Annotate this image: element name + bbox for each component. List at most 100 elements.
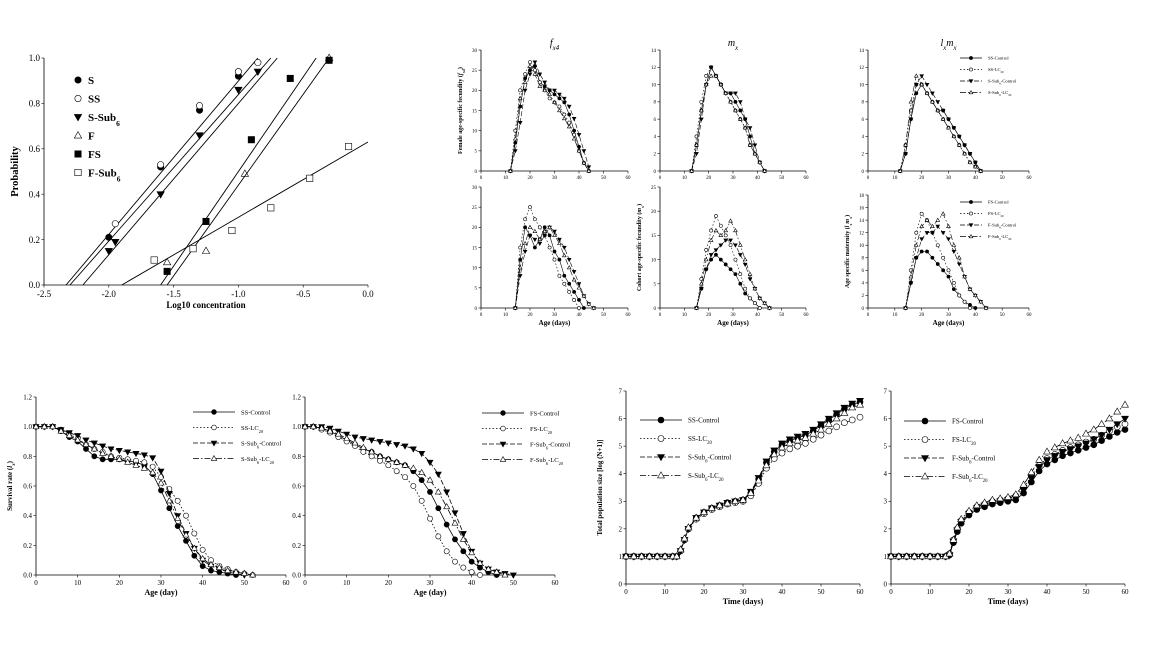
y-tick-label: 10 [651,83,657,88]
data-point [309,422,317,430]
legend-marker [921,455,929,463]
data-point [351,439,359,446]
data-point [767,305,772,310]
data-point [680,534,689,542]
data-point [571,270,577,275]
data-point [581,149,587,154]
legend: FS-Control FS-LC20 F-Sub6-Control F-Sub6-LC… [904,417,995,483]
data-point [165,497,173,504]
data-point [817,431,825,439]
legend-item-ss-control: SS-Control [193,409,270,416]
data-point [542,228,548,233]
legend-label: F [88,130,95,142]
data-point [557,273,562,278]
data-point [157,468,165,475]
x-tick-label: 0 [624,588,628,596]
x-tick-label: 40 [755,313,761,318]
data-point [249,571,257,578]
y-tick-label: 0.0 [29,280,41,290]
data-point [90,445,98,452]
series-s-sub6-control [689,65,767,174]
legend-label: FS-Control [530,410,559,417]
data-point [111,239,120,247]
series-ss-control [898,82,983,173]
data-point [738,108,743,113]
y-tick-label: 6 [862,118,865,123]
x-tick-label: 20 [919,176,925,181]
data-point [552,249,557,254]
legend: FS-Control FS-LC20 F-Sub6-Control F-Sub6-LC… [960,200,1017,241]
data-point [523,217,528,222]
y-tick-label: 1.0 [23,423,32,431]
data-point [150,256,158,264]
legend-item-ss: SS [74,93,100,105]
data-point [728,91,733,96]
data-point [267,204,275,212]
legend-item-s-sub: S-Sub6 [73,112,120,127]
series-ss [69,57,272,285]
data-point [742,125,748,130]
data-point [343,434,351,441]
x-tick-label: 0.0 [362,289,374,299]
chart-title: mx [728,38,738,52]
data-point [848,416,856,424]
x-tick-label: 50 [601,313,607,318]
legend-label: S [88,75,94,87]
x-tick-label: 30 [552,176,558,181]
y-tick-label: 25 [472,69,478,74]
x-tick-label: 20 [385,579,393,587]
y-tick-label: 16 [859,206,865,211]
chart-pop-s: 0 10 20 30 40 50 60 0 1 2 3 4 5 6 7 Time (days) Total po… [596,387,864,606]
legend-item-f-sub: F-Sub6 [74,167,121,183]
data-point [972,292,978,298]
x-tick-label: 30 [946,176,952,181]
data-point [156,191,165,199]
data-point [557,107,562,113]
data-point [894,552,903,560]
legend-label: SS-Control [688,416,720,424]
data-point [537,72,543,77]
data-point [157,479,165,486]
data-point [728,238,733,243]
legend-item-fs-lc20: FS-LC20 [960,211,1004,218]
y-tick-label: 20 [651,210,657,215]
data-point [452,558,458,565]
data-point [532,60,538,65]
x-tick-label: 10 [892,313,898,318]
data-point [1082,429,1090,437]
data-point [562,273,567,278]
data-point [714,214,718,218]
data-point [910,552,919,560]
y-tick-label: 6 [654,118,657,123]
data-point [908,117,914,122]
data-point [1043,447,1051,455]
data-point [132,450,140,458]
data-point [301,422,309,430]
x-tick-label: 10 [682,176,688,181]
data-point [527,224,533,229]
x-tick-label: 10 [503,176,509,181]
legend-label: SS-LC20 [241,425,264,434]
x-tick-label: 60 [1027,176,1033,181]
data-point [940,116,946,121]
data-point [557,104,562,109]
data-point [968,302,972,307]
data-point [512,305,518,310]
y-tick-label: 0.2 [292,542,301,550]
data-point [887,552,895,560]
data-point [162,257,172,266]
fit-line [65,57,259,285]
data-point [737,242,743,247]
y-tick-label: 2 [862,152,865,157]
y-tick-label: 25 [472,206,478,211]
data-point [708,237,714,242]
data-point [856,400,864,408]
data-point [567,289,572,294]
data-point [468,569,475,575]
data-point [930,231,935,236]
y-tick-label: 1.2 [23,393,32,401]
data-point [801,433,810,441]
x-tick-label: 50 [1000,176,1006,181]
data-point [571,277,577,282]
data-point [754,476,763,484]
